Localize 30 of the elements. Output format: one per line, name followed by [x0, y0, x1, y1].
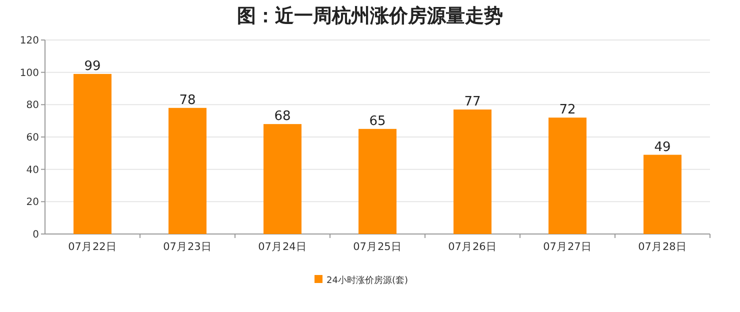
x-tick-label: 07月26日	[448, 241, 497, 253]
x-tick-label: 07月24日	[258, 241, 307, 253]
data-label: 72	[559, 102, 576, 118]
bar	[74, 74, 112, 234]
legend-label: 24小时涨价房源(套)	[326, 275, 408, 286]
y-tick-label: 80	[26, 100, 39, 112]
x-tick-label: 07月28日	[638, 241, 687, 253]
y-tick-label: 100	[20, 68, 39, 79]
bar	[358, 128, 396, 234]
y-tick-label: 60	[26, 132, 39, 144]
y-tick-label: 0	[32, 230, 39, 240]
bar	[644, 154, 682, 234]
data-label: 78	[179, 92, 196, 108]
bar	[454, 110, 492, 234]
data-label: 68	[274, 109, 291, 124]
x-tick-label: 07月22日	[68, 241, 117, 253]
data-label: 49	[654, 140, 671, 155]
y-tick-label: 20	[26, 197, 39, 208]
bar	[548, 118, 586, 234]
data-label: 77	[464, 94, 481, 110]
y-tick-label: 120	[20, 36, 39, 46]
bar	[264, 124, 302, 234]
x-tick-label: 07月25日	[353, 241, 402, 253]
bar	[168, 108, 206, 234]
x-tick-label: 07月23日	[163, 241, 212, 253]
x-tick-label: 07月27日	[543, 241, 592, 253]
y-tick-label: 40	[26, 164, 39, 176]
chart-title: 图：近一周杭州涨价房源量走势	[237, 5, 503, 27]
data-label: 65	[369, 114, 386, 129]
data-label: 99	[84, 58, 101, 74]
